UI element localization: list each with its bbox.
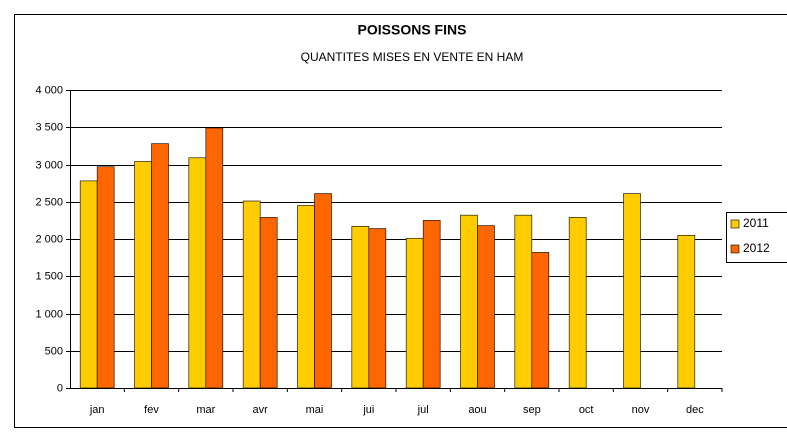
bar xyxy=(531,252,550,389)
bar xyxy=(297,205,315,389)
y-tick-label: 0 xyxy=(57,382,63,394)
chart-border xyxy=(14,14,787,428)
bar xyxy=(205,127,224,389)
y-tick-label: 1 500 xyxy=(35,270,63,282)
bar xyxy=(405,237,424,389)
y-tick-label: 2 000 xyxy=(35,233,63,245)
x-tick-label: nov xyxy=(632,404,650,416)
legend-swatch xyxy=(730,244,740,254)
bar xyxy=(79,180,98,389)
legend-swatch xyxy=(730,219,740,229)
y-tick-label: 3 000 xyxy=(35,159,63,171)
y-tick-label: 1 000 xyxy=(35,308,63,320)
x-tick-label: mar xyxy=(196,404,215,416)
legend-label: 2012 xyxy=(743,241,770,255)
x-tick-label: fev xyxy=(144,404,159,416)
chart-subtitle: QUANTITES MISES EN VENTE EN HAM xyxy=(301,50,524,64)
bar xyxy=(188,157,207,389)
bar xyxy=(477,225,495,389)
x-tick-label: avr xyxy=(253,404,269,416)
bar xyxy=(568,217,587,389)
bar xyxy=(422,220,441,389)
x-tick-label: sep xyxy=(523,404,541,416)
bar xyxy=(242,200,261,389)
bar xyxy=(96,166,115,389)
bar xyxy=(514,214,533,389)
bar xyxy=(259,217,278,389)
x-tick-label: dec xyxy=(686,404,704,416)
bar xyxy=(368,228,387,389)
x-tick-label: oct xyxy=(579,404,594,416)
x-tick-label: jan xyxy=(89,404,105,416)
x-tick-label: aou xyxy=(468,404,486,416)
legend-label: 2011 xyxy=(743,216,769,230)
x-tick-label: mai xyxy=(306,404,324,416)
y-tick-label: 3 500 xyxy=(35,121,63,133)
bar xyxy=(134,161,152,389)
y-tick-label: 2 500 xyxy=(35,196,63,208)
bar xyxy=(677,234,696,389)
y-tick-label: 4 000 xyxy=(35,84,63,96)
x-tick-label: jul xyxy=(417,404,429,416)
bar xyxy=(351,226,370,389)
bar xyxy=(623,193,641,389)
bar xyxy=(151,143,169,389)
bar xyxy=(460,214,478,389)
y-tick-label: 500 xyxy=(45,345,63,357)
bar xyxy=(314,193,332,389)
x-tick-label: jui xyxy=(362,404,374,416)
chart-title: POISSONS FINS xyxy=(358,22,467,38)
